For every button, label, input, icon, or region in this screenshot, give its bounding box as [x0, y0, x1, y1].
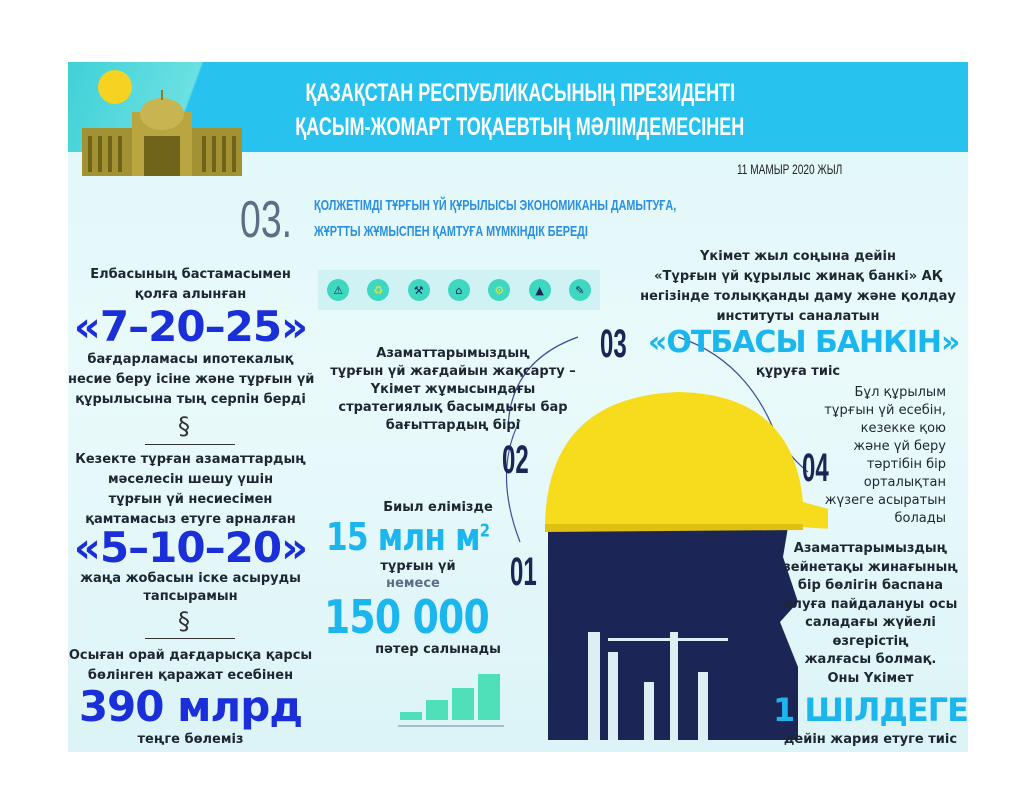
text: Оны Үкімет [827, 670, 914, 686]
pension-description: Азаматтарымыздың зейнетақы жинағының бір… [768, 540, 968, 688]
text: бір бөлігін баспана [797, 578, 944, 593]
area-value: 15 млн м [326, 515, 481, 559]
program-7-20-25: «7–20–25» [73, 302, 308, 351]
text: саладағы жүйелі [805, 615, 936, 630]
text: тұрғын үй есебін, [824, 403, 946, 418]
bar-chart-icon [398, 674, 504, 727]
text: Үкімет жыл соңына дейін [700, 249, 896, 264]
section-number: 03. [240, 191, 293, 249]
text: бағдарламасы ипотекалық [87, 352, 294, 367]
text: бөлінген қаражат есебінен [87, 668, 294, 683]
otbasy-bank: «ОТБАСЫ БАНКІН» [648, 325, 960, 360]
text: қамтамасыз етуге арналған [85, 512, 296, 527]
marker-03: 03 [600, 322, 627, 366]
text: тұрғын үй [380, 559, 456, 574]
text: жалғасы болмақ. [804, 652, 937, 667]
text: құрылысына тың серпін берді [75, 392, 306, 407]
program-5-10-20: «5–10–20» [73, 523, 308, 572]
text: орталықтан [863, 475, 946, 490]
date: 11 МАМЫР 2020 ЖЫЛ [736, 161, 842, 177]
text: немесе [386, 576, 440, 591]
marker-04: 04 [802, 446, 829, 490]
section-subtitle-line1: ҚОЛЖЕТІМДІ ТҰРҒЫН ҮЙ ҚҰРЫЛЫСЫ ЭКОНОМИКАН… [314, 197, 677, 214]
section-subtitle-line2: ЖҰРТТЫ ЖҰМЫСПЕН ҚАМТУҒА МҮМКІНДІК БЕРЕДІ [314, 223, 588, 240]
recycle-icon: ♻ [367, 279, 390, 301]
text: Елбасының бастамасымен [90, 267, 291, 282]
warning-icon: ⚠ [327, 279, 350, 301]
date-1-july: 1 ШІЛДЕГЕ [772, 691, 968, 729]
divider [145, 638, 235, 639]
header-title-line1: ҚАЗАҚСТАН РЕСПУБЛИКАСЫНЫҢ ПРЕЗИДЕНТІ [305, 79, 735, 107]
text: болады [894, 511, 947, 526]
text: зейнетақы жинағының [783, 559, 958, 575]
text: тапсырамын [143, 589, 238, 604]
text: Үкімет жұмысындағы [370, 382, 536, 397]
crane-hook-icon: § [178, 412, 190, 440]
text: несие беру ісіне және тұрғын үй [68, 372, 315, 387]
header-title-line2: ҚАСЫМ-ЖОМАРТ ТОҚАЕВТЫҢ МӘЛІМДЕМЕСІНЕН [295, 113, 745, 141]
text: жүзеге асыратын [824, 493, 946, 508]
marker-01: 01 [510, 550, 537, 594]
shovel-icon: ⚒ [407, 279, 430, 301]
akorda-building-image [82, 90, 242, 176]
superscript: 2 [479, 520, 490, 542]
divider [145, 444, 235, 445]
structure-description: Бұл құрылым тұрғын үй есебін, кезекке қо… [824, 384, 946, 528]
crane-hook-icon: § [178, 607, 190, 635]
icon-row: ⚠ ♻ ⚒ ⌂ ⚙ ▲ ✎ [318, 270, 600, 310]
text: және үй беру [853, 439, 946, 454]
traffic-cone-icon: ▲ [528, 279, 551, 301]
text: теңге бөлеміз [137, 732, 244, 747]
text: институты саналатын [716, 309, 880, 324]
text: кезекке қою [860, 421, 946, 436]
text: стратегиялық басымдығы бар [338, 400, 568, 415]
text: тұрғын үй жағдайын жақсарту – [330, 364, 576, 379]
area-15-mln-m2: 15 млн м2 [326, 515, 490, 559]
text: қолға алынған [134, 287, 247, 302]
text: мәселесін шешу үшін [107, 472, 274, 487]
apartments-150000: 150 000 [324, 590, 490, 644]
text: Биыл елімізде [383, 500, 493, 515]
text: құруға тиіс [755, 364, 841, 379]
helmet-head-graphic [505, 336, 828, 740]
text: алуға пайдалануы осы [783, 596, 958, 612]
marker-02: 02 [502, 438, 529, 482]
wrench-icon: ✎ [568, 279, 591, 301]
infographic: ҚАЗАҚСТАН РЕСПУБЛИКАСЫНЫҢ ПРЕЗИДЕНТІ ҚАС… [68, 62, 968, 752]
text: Азаматтарымыздың [793, 541, 948, 556]
text: жаңа жобасын іске асыруды [80, 571, 301, 586]
text: тұрғын үй несиесімен [108, 492, 273, 507]
text: «Тұрғын үй құрылыс жинақ банкі» АҚ [654, 269, 942, 284]
text: Осыған орай дағдарысқа қарсы [68, 648, 313, 663]
text: бағыттардың бірі [385, 418, 521, 433]
text: негізінде толыққанды даму және қолдау [640, 289, 956, 304]
sun-emblem-icon [98, 70, 132, 104]
text: өзгерістің [832, 633, 909, 649]
text: тәртібін бір [866, 457, 946, 472]
text: Бұл құрылым [854, 385, 947, 400]
text: Кезекте тұрған азаматтардың [75, 452, 306, 467]
text: Азаматтарымыздың [376, 346, 530, 361]
house-icon: ⌂ [447, 279, 470, 301]
gear-icon: ⚙ [488, 279, 511, 301]
amount-390-mlrd: 390 млрд [78, 682, 303, 731]
text: дейін жария етуге тиіс [783, 732, 958, 747]
text: пәтер салынады [375, 642, 501, 657]
